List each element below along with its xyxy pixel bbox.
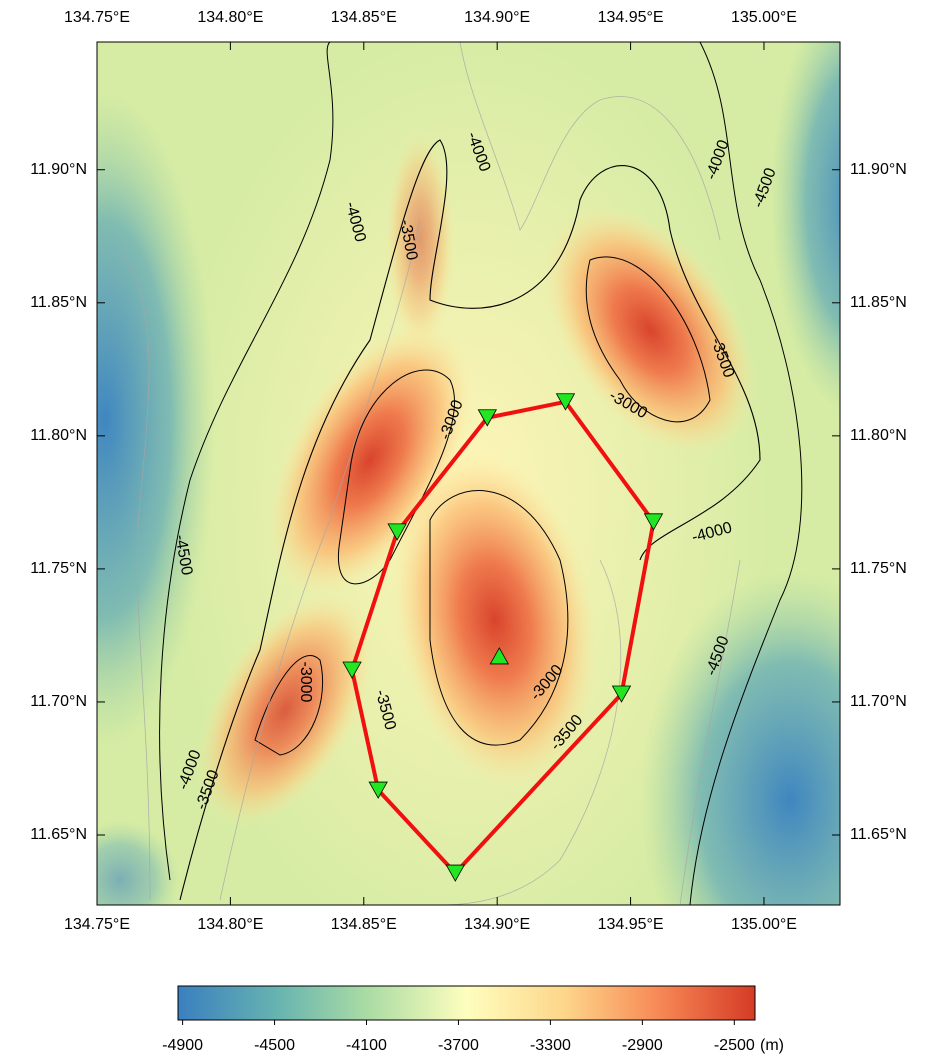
x-tick-label: 134.80°E — [197, 9, 263, 26]
station-marker — [342, 661, 362, 679]
station-marker — [445, 864, 465, 882]
x-tick-label: 134.90°E — [464, 916, 530, 933]
plot-frame — [96, 41, 841, 906]
x-tick-label: 134.90°E — [464, 9, 530, 26]
colorbar-tick-label: -2500 — [714, 1037, 755, 1054]
x-tick-label: 135.00°E — [731, 916, 797, 933]
bathymetry — [97, 42, 840, 905]
y-tick-label: 11.65°N — [850, 826, 907, 843]
x-tick-label: 135.00°E — [731, 9, 797, 26]
station-marker — [368, 781, 388, 799]
y-tick-label: 11.90°N — [30, 161, 87, 178]
contour-label: -3000 — [297, 662, 314, 703]
colorbar-tick-label: -3300 — [530, 1037, 571, 1054]
x-tick-label: 134.75°E — [64, 916, 130, 933]
y-tick-label: 11.75°N — [30, 560, 87, 577]
station-marker — [611, 685, 632, 703]
y-tick-label: 11.85°N — [30, 294, 87, 311]
colorbar-tick-label: -4900 — [162, 1037, 203, 1054]
y-tick-label: 11.80°N — [30, 427, 87, 444]
y-tick-label: 11.70°N — [850, 693, 907, 710]
x-tick-label: 134.85°E — [331, 9, 397, 26]
station-marker — [387, 523, 407, 541]
contour-label: -4500 — [171, 533, 195, 576]
center-station-marker — [489, 647, 509, 665]
colorbar-tick-label: -2900 — [622, 1037, 663, 1054]
y-tick-label: 11.70°N — [30, 693, 87, 710]
y-tick-label: 11.80°N — [850, 427, 907, 444]
colorbar — [177, 985, 756, 1021]
station-marker — [477, 409, 497, 427]
contour-label: -3500 — [396, 218, 420, 261]
x-tick-label: 134.85°E — [331, 916, 397, 933]
colorbar-tick-label: -4500 — [254, 1037, 295, 1054]
y-tick-label: 11.65°N — [30, 826, 87, 843]
x-tick-label: 134.95°E — [598, 9, 664, 26]
colorbar-unit: (m) — [760, 1037, 784, 1054]
y-tick-label: 11.85°N — [850, 294, 907, 311]
y-tick-label: 11.75°N — [850, 560, 907, 577]
x-tick-label: 134.95°E — [598, 916, 664, 933]
colorbar-tick-label: -4100 — [346, 1037, 387, 1054]
y-tick-label: 11.90°N — [850, 161, 907, 178]
station-marker — [643, 513, 664, 531]
x-tick-label: 134.75°E — [64, 9, 130, 26]
station-marker — [555, 393, 576, 411]
colorbar-tick-label: -3700 — [438, 1037, 479, 1054]
x-tick-label: 134.80°E — [197, 916, 263, 933]
